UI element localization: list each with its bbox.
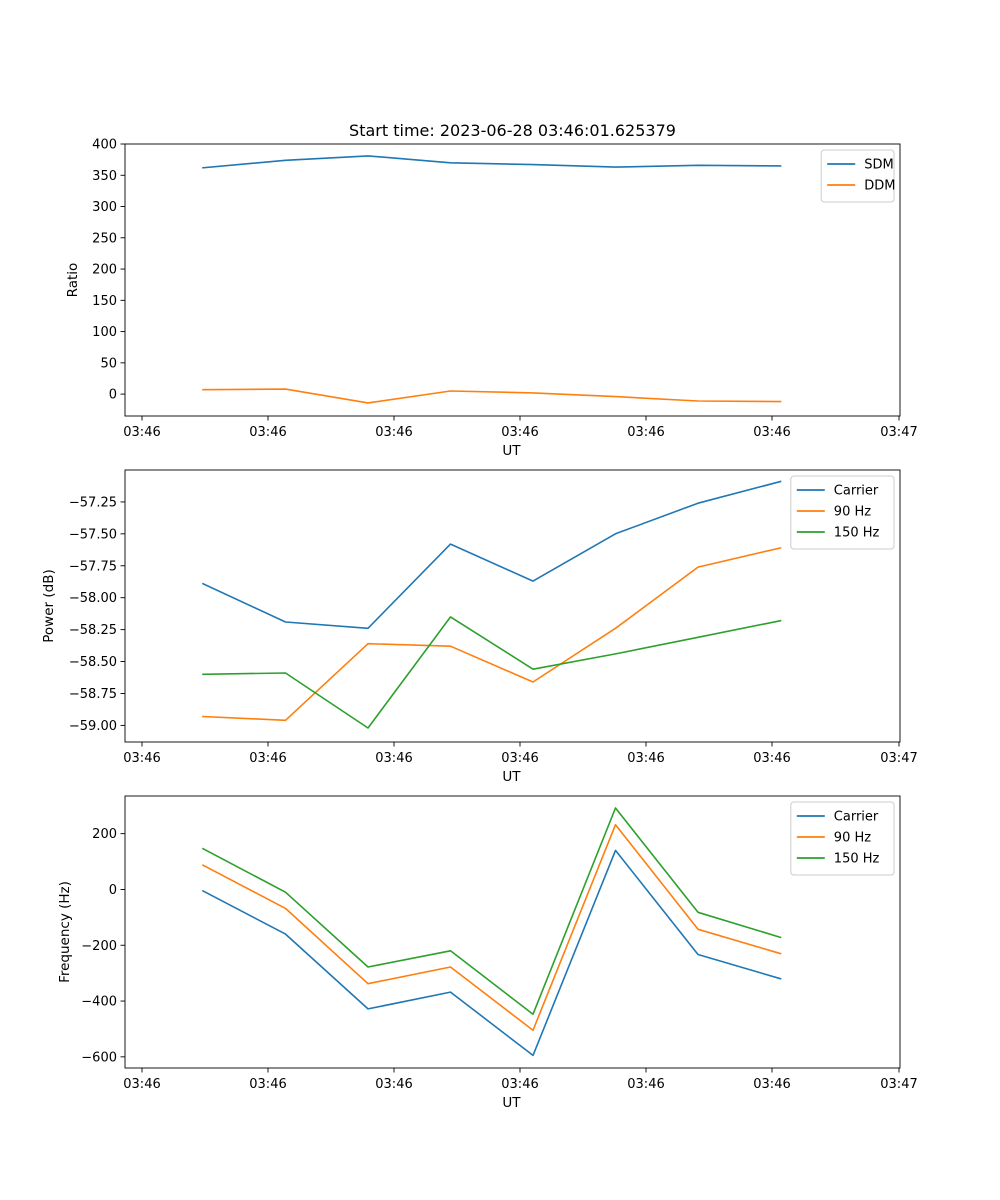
- x-tick-label: 03:46: [375, 751, 412, 766]
- x-tick-label: 03:46: [753, 751, 790, 766]
- legend-box: [790, 801, 895, 876]
- y-tick-label: −59.00: [69, 719, 117, 734]
- x-tick-label: 03:46: [627, 1077, 664, 1092]
- x-axis-label: UT: [502, 1095, 521, 1111]
- series-line-sdm: [202, 155, 782, 169]
- y-tick-label: −58.25: [69, 623, 117, 638]
- subplot-3: 03:46 03:46 03:46 03:46 03:46 03:46 03:47 −600 −…: [57, 795, 918, 1111]
- subplot-2: 03:46 03:46 03:46 03:46 03:46 03:46 03:47 −59.0…: [41, 469, 918, 785]
- y-tick-label: −58.00: [69, 591, 117, 606]
- series-line-ddm: [202, 388, 782, 404]
- x-tick-label: 03:46: [123, 1077, 160, 1092]
- x-tick-label: 03:46: [753, 425, 790, 440]
- x-tick-label: 03:46: [375, 425, 412, 440]
- x-tick-label: 03:46: [375, 1077, 412, 1092]
- series-line-150-hz: [202, 616, 782, 729]
- subplot-1: Start time: 2023-06-28 03:46:01.62537903…: [65, 121, 918, 459]
- axes-frame: [124, 795, 901, 1069]
- y-tick-label: 300: [92, 200, 117, 215]
- y-tick-label: −58.50: [69, 655, 117, 670]
- legend-label: DDM: [864, 179, 895, 194]
- legend-box: [790, 475, 895, 550]
- legend-label: 90 Hz: [834, 831, 871, 846]
- series-line-90-hz: [201, 823, 782, 1032]
- y-tick-label: 200: [92, 827, 117, 842]
- series-line-90-hz: [202, 546, 782, 722]
- x-tick-label: 03:46: [123, 751, 160, 766]
- legend-label: Carrier: [834, 810, 879, 825]
- y-tick-label: 0: [109, 883, 117, 898]
- y-tick-label: 100: [92, 325, 117, 340]
- y-tick-label: −57.25: [69, 495, 117, 510]
- legend-box: [820, 149, 895, 203]
- legend-label: SDM: [864, 158, 893, 173]
- y-tick-label: 200: [92, 263, 117, 278]
- legend: Carrier 90 Hz 150 Hz: [790, 475, 895, 550]
- y-axis-label: Power (dB): [41, 569, 57, 642]
- y-tick-label: 400: [92, 138, 117, 153]
- axes-frame: [124, 143, 901, 417]
- series-line-150-hz: [201, 807, 782, 1016]
- axes-frame: [124, 469, 901, 743]
- x-tick-label: 03:46: [627, 425, 664, 440]
- x-axis-label: UT: [502, 443, 521, 459]
- y-tick-label: −400: [81, 995, 117, 1010]
- y-axis-label: Frequency (Hz): [57, 881, 73, 983]
- y-tick-label: −200: [81, 939, 117, 954]
- y-tick-label: 250: [92, 231, 117, 246]
- y-tick-label: −600: [81, 1050, 117, 1065]
- x-tick-label: 03:46: [123, 425, 160, 440]
- series-line-carrier: [201, 849, 782, 1057]
- x-tick-label: 03:47: [880, 1077, 917, 1092]
- x-tick-label: 03:46: [501, 1077, 538, 1092]
- y-tick-label: 0: [109, 388, 117, 403]
- x-tick-label: 03:46: [249, 751, 286, 766]
- series-line-carrier: [201, 480, 782, 630]
- x-tick-label: 03:46: [249, 425, 286, 440]
- x-tick-label: 03:46: [501, 751, 538, 766]
- legend-label: Carrier: [834, 484, 879, 499]
- y-tick-label: 350: [92, 169, 117, 184]
- x-tick-label: 03:46: [249, 1077, 286, 1092]
- legend-label: 150 Hz: [834, 526, 880, 541]
- y-tick-label: −57.50: [69, 527, 117, 542]
- y-axis-label: Ratio: [65, 263, 81, 298]
- x-tick-label: 03:47: [880, 751, 917, 766]
- y-tick-label: −58.75: [69, 687, 117, 702]
- legend: SDM DDM: [820, 149, 895, 203]
- x-tick-label: 03:46: [501, 425, 538, 440]
- legend-label: 150 Hz: [834, 852, 880, 867]
- y-tick-label: −57.75: [69, 559, 117, 574]
- legend: Carrier 90 Hz 150 Hz: [790, 801, 895, 876]
- x-tick-label: 03:47: [880, 425, 917, 440]
- y-tick-label: 150: [92, 294, 117, 309]
- x-tick-label: 03:46: [753, 1077, 790, 1092]
- y-tick-label: 50: [100, 356, 117, 371]
- x-axis-label: UT: [502, 769, 521, 785]
- legend-label: 90 Hz: [834, 505, 871, 520]
- x-tick-label: 03:46: [627, 751, 664, 766]
- chart-title: Start time: 2023-06-28 03:46:01.625379: [349, 121, 676, 140]
